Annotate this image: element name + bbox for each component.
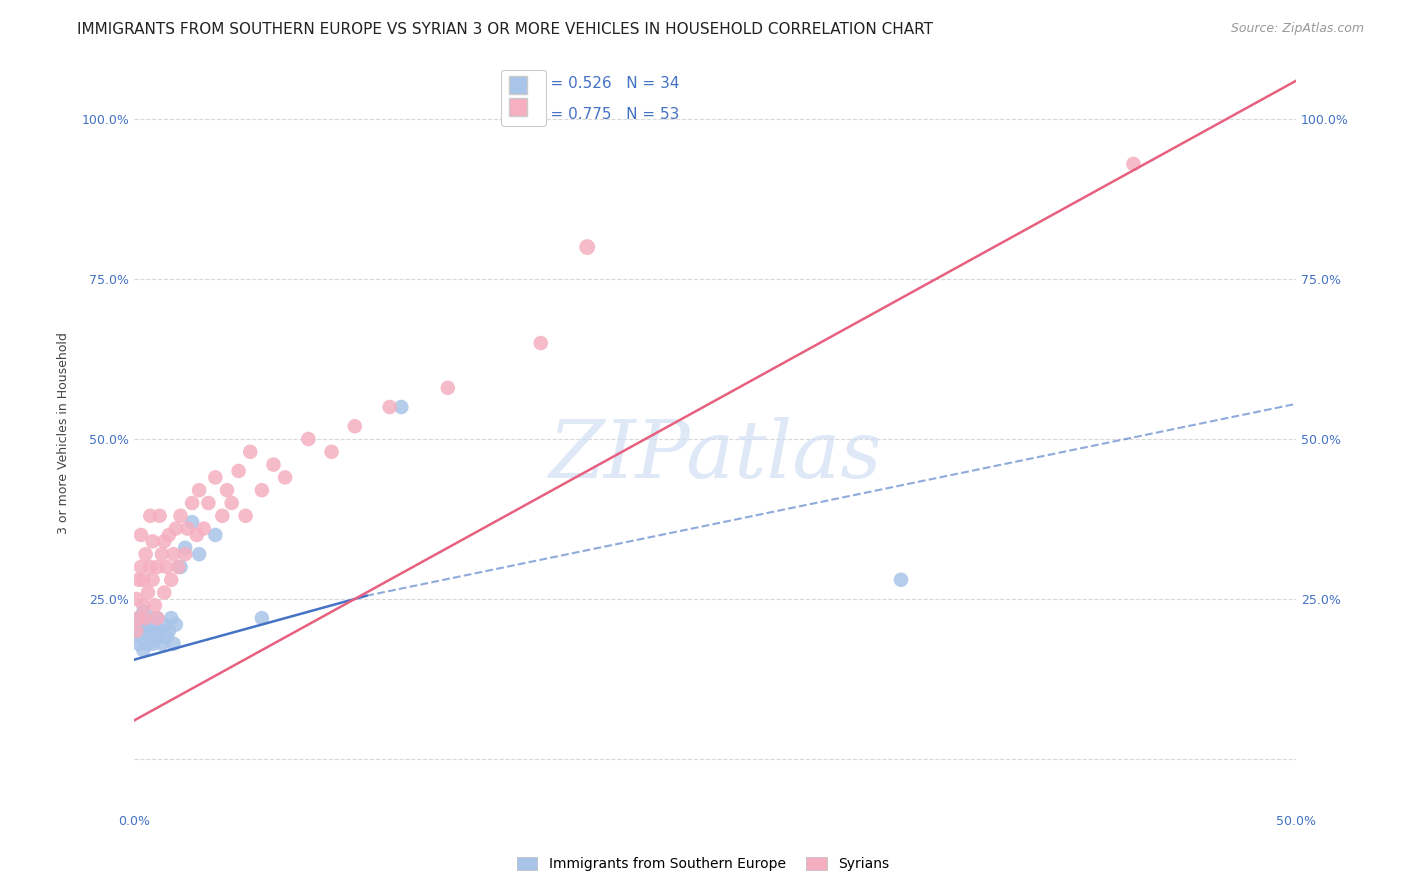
Point [146, 611, 169, 625]
Point [890, 573, 912, 587]
Point [128, 637, 150, 651]
Point [146, 631, 169, 645]
Point [136, 637, 159, 651]
Point [204, 470, 226, 484]
Point [193, 522, 215, 536]
Point [297, 432, 319, 446]
Point [129, 631, 152, 645]
Point [150, 547, 173, 561]
Text: R = 0.775   N = 53: R = 0.775 N = 53 [534, 106, 679, 121]
Text: IMMIGRANTS FROM SOUTHERN EUROPE VS SYRIAN 3 OR MORE VEHICLES IN HOUSEHOLD CORREL: IMMIGRANTS FROM SOUTHERN EUROPE VS SYRIA… [77, 22, 934, 37]
Point [239, 445, 262, 459]
Text: Source: ZipAtlas.com: Source: ZipAtlas.com [1230, 22, 1364, 36]
Point [129, 560, 152, 574]
Point [228, 464, 250, 478]
Text: ZIPatlas: ZIPatlas [548, 417, 882, 494]
Point [143, 599, 166, 613]
Point [250, 483, 273, 498]
Point [250, 611, 273, 625]
Point [181, 515, 204, 529]
Y-axis label: 3 or more Vehicles in Household: 3 or more Vehicles in Household [58, 332, 70, 533]
Point [142, 534, 165, 549]
Point [125, 624, 148, 638]
Point [153, 617, 176, 632]
Point [162, 547, 184, 561]
Legend: , : , [501, 70, 546, 126]
Point [132, 605, 155, 619]
Point [135, 547, 157, 561]
Point [576, 240, 599, 254]
Point [128, 611, 150, 625]
Point [169, 560, 191, 574]
Point [174, 547, 197, 561]
Point [215, 483, 238, 498]
Point [389, 400, 412, 414]
Point [135, 611, 157, 625]
Point [378, 400, 401, 414]
Point [125, 591, 148, 606]
Point [274, 470, 297, 484]
Text: R = 0.526   N = 34: R = 0.526 N = 34 [534, 76, 679, 91]
Point [142, 573, 165, 587]
Point [235, 508, 257, 523]
Point [132, 599, 155, 613]
Point [146, 611, 169, 625]
Point [125, 624, 148, 638]
Point [149, 508, 172, 523]
Point [221, 496, 243, 510]
Point [136, 617, 159, 632]
Point [150, 637, 173, 651]
Point [142, 637, 165, 651]
Point [160, 611, 183, 625]
Point [135, 624, 157, 638]
Point [186, 528, 208, 542]
Point [188, 547, 211, 561]
Point [139, 508, 162, 523]
Point [263, 458, 285, 472]
Point [153, 534, 176, 549]
Point [211, 508, 233, 523]
Point [129, 617, 152, 632]
Point [169, 508, 191, 523]
Point [176, 522, 198, 536]
Legend: Immigrants from Southern Europe, Syrians: Immigrants from Southern Europe, Syrians [509, 850, 897, 878]
Point [139, 560, 162, 574]
Point [139, 631, 162, 645]
Point [136, 585, 159, 599]
Point [188, 483, 211, 498]
Point [155, 560, 177, 574]
Point [132, 643, 155, 657]
Point [436, 381, 458, 395]
Point [128, 573, 150, 587]
Point [162, 637, 184, 651]
Point [142, 624, 165, 638]
Point [165, 522, 187, 536]
Point [146, 560, 169, 574]
Point [167, 560, 190, 574]
Point [321, 445, 343, 459]
Point [174, 541, 197, 555]
Point [139, 611, 162, 625]
Point [149, 624, 172, 638]
Point [132, 573, 155, 587]
Point [165, 617, 187, 632]
Point [160, 573, 183, 587]
Point [157, 624, 180, 638]
Point [1122, 157, 1144, 171]
Point [135, 611, 157, 625]
Point [343, 419, 366, 434]
Point [128, 611, 150, 625]
Point [157, 528, 180, 542]
Point [143, 617, 166, 632]
Point [155, 631, 177, 645]
Point [197, 496, 219, 510]
Point [530, 336, 553, 351]
Point [129, 528, 152, 542]
Point [181, 496, 204, 510]
Point [153, 585, 176, 599]
Point [204, 528, 226, 542]
